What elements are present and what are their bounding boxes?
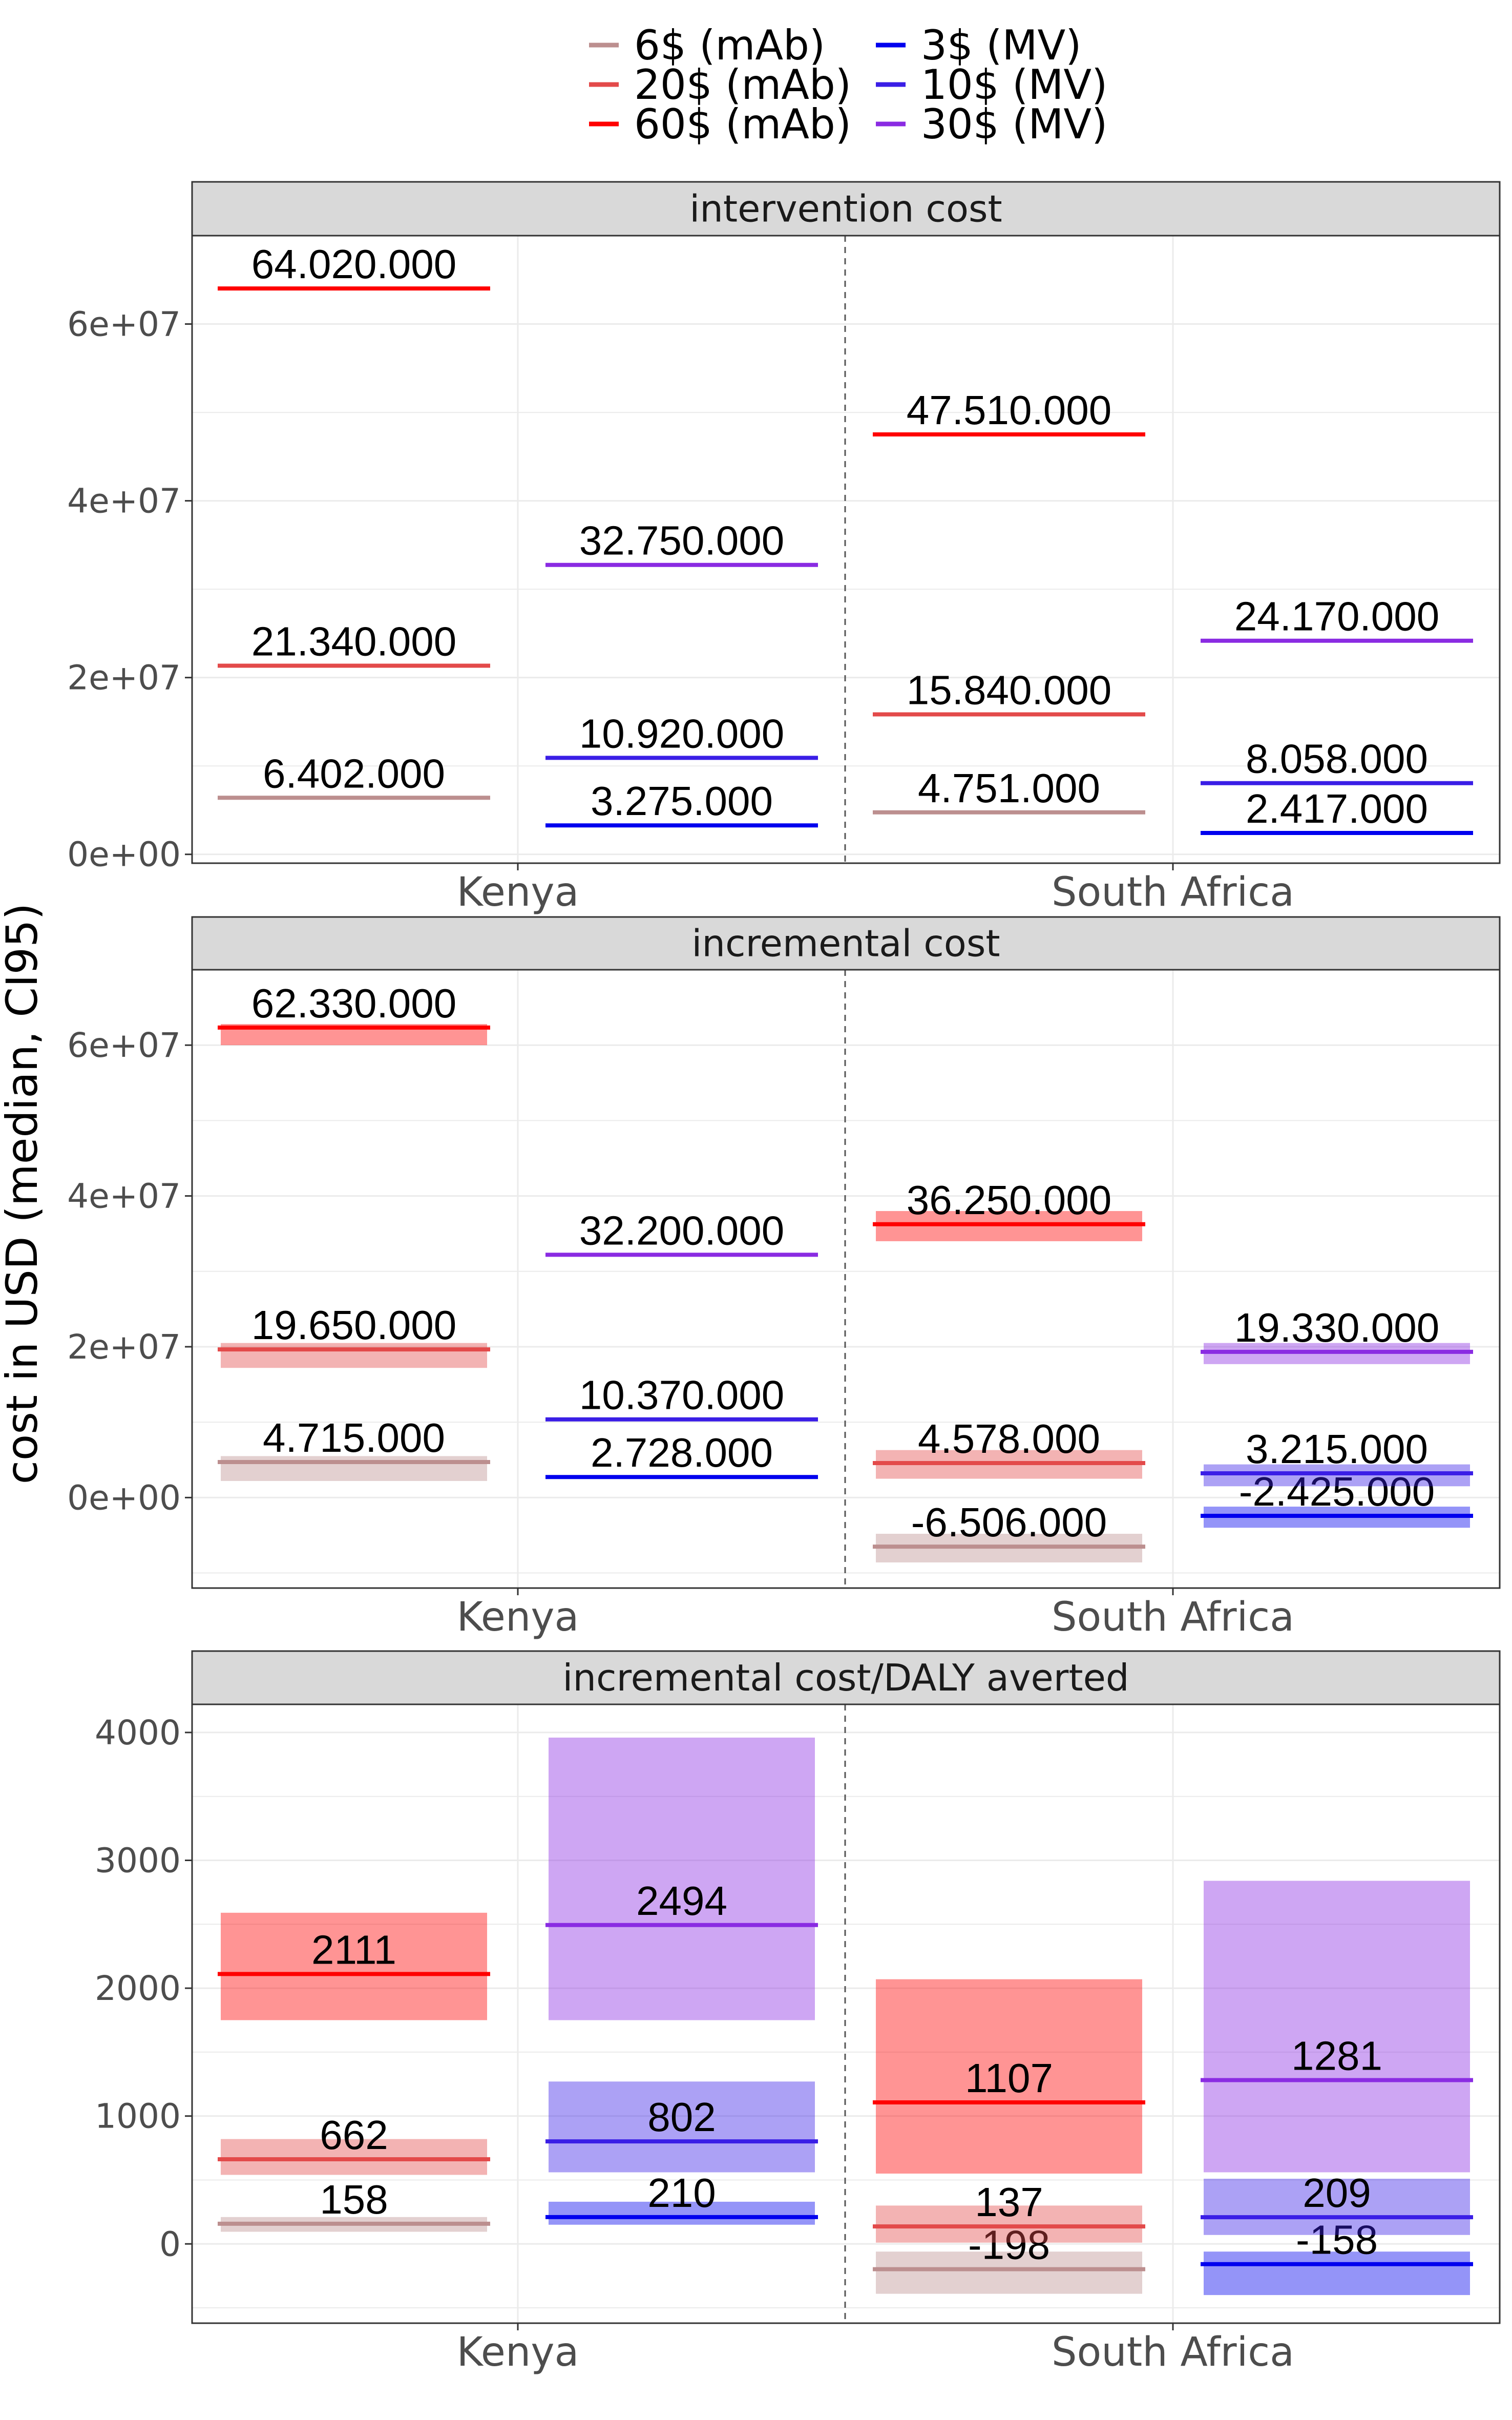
data-label: 2494 [636, 1878, 727, 1924]
y-tick-label: 3000 [95, 1841, 181, 1880]
data-label: 209 [1303, 2170, 1371, 2216]
data-label: 21.340.000 [251, 619, 456, 664]
data-label: 802 [647, 2094, 716, 2140]
legend-entry-label: 30$ (MV) [921, 100, 1107, 148]
y-tick-label: 4e+07 [67, 482, 181, 521]
ci-band [549, 2201, 815, 2225]
x-tick-label: Kenya [457, 2329, 579, 2375]
data-label: 32.750.000 [579, 518, 784, 564]
data-label: 1107 [965, 2055, 1053, 2101]
panel-border [191, 1703, 1501, 2324]
ci-band [876, 1979, 1142, 2174]
panel-title: intervention cost [689, 187, 1002, 231]
data-label: 62.330.000 [251, 980, 456, 1026]
y-tick-label: 4e+07 [67, 1177, 181, 1216]
y-tick-label: 0e+00 [67, 835, 181, 874]
legend-entry-label: 10$ (MV) [921, 61, 1107, 109]
y-tick-label: 6e+07 [67, 305, 181, 344]
y-tick-label: 2e+07 [67, 1327, 181, 1367]
data-label: 8.058.000 [1246, 736, 1428, 782]
data-label: -198 [968, 2222, 1050, 2268]
data-label: 24.170.000 [1234, 594, 1439, 639]
panel-strip [191, 916, 1501, 971]
legend-entry-label: 6$ (mAb) [634, 22, 825, 69]
data-label: 4.715.000 [263, 1415, 445, 1461]
ci-band [1204, 2178, 1470, 2235]
y-tick-label: 2e+07 [67, 658, 181, 698]
ci-band [221, 1343, 487, 1368]
data-label: 2111 [311, 1927, 396, 1972]
panel-strip [191, 181, 1501, 237]
data-label: -158 [1296, 2217, 1378, 2263]
panel-border [191, 235, 1501, 864]
legend: 6$ (mAb) 3$ (MV) 20$ (mAb) 10$ (MV) 60$ (mAb… [589, 22, 1107, 148]
data-label: 10.920.000 [579, 711, 784, 756]
data-label: 32.200.000 [579, 1207, 784, 1253]
panels: intervention cost 0e+00 2e+07 4e+07 6e+07 Ken… [67, 181, 1501, 2375]
data-label: 2.417.000 [1246, 786, 1428, 831]
data-label: 19.650.000 [251, 1302, 456, 1348]
legend-entry-label: 60$ (mAb) [634, 100, 851, 148]
panel-border [191, 969, 1501, 1589]
data-label: 4.751.000 [918, 765, 1100, 811]
ci-band [549, 1737, 815, 2020]
panel: incremental cost 0e+00 2e+07 4e+07 6e+07 Keny… [67, 916, 1501, 1640]
data-label: -2.425.000 [1239, 1469, 1435, 1514]
legend-entry-label: 3$ (MV) [921, 22, 1081, 69]
panel: intervention cost 0e+00 2e+07 4e+07 6e+07 Ken… [67, 181, 1501, 915]
data-label: 2.728.000 [591, 1430, 773, 1475]
data-label: 1281 [1291, 2033, 1382, 2079]
y-tick-label: 0e+00 [67, 1478, 181, 1517]
data-label: -6.506.000 [911, 1499, 1107, 1545]
x-tick-label: South Africa [1052, 869, 1294, 915]
y-tick-label: 0 [159, 2224, 181, 2264]
data-label: 15.840.000 [907, 667, 1111, 713]
data-label: 662 [320, 2112, 388, 2158]
y-tick-label: 2000 [95, 1969, 181, 2008]
data-label: 210 [647, 2170, 716, 2216]
ci-band [876, 2205, 1142, 2243]
ci-band [1204, 1881, 1470, 2173]
x-tick-label: Kenya [457, 869, 579, 915]
panel-strip [191, 1650, 1501, 1705]
y-tick-label: 1000 [95, 2097, 181, 2136]
data-label: 6.402.000 [263, 750, 445, 796]
data-label: 19.330.000 [1234, 1305, 1439, 1350]
data-label: 47.510.000 [907, 387, 1111, 433]
y-tick-label: 6e+07 [67, 1026, 181, 1065]
panel: incremental cost/DALY averted 0 1000 2000 30… [95, 1650, 1501, 2375]
x-tick-label: South Africa [1052, 1594, 1294, 1640]
data-label: 10.370.000 [579, 1372, 784, 1418]
data-label: 3.215.000 [1246, 1426, 1428, 1472]
ci-band [549, 2081, 815, 2173]
ci-band [221, 2139, 487, 2175]
data-label: 36.250.000 [907, 1177, 1111, 1223]
data-label: 3.275.000 [591, 778, 773, 824]
y-tick-label: 4000 [95, 1713, 181, 1753]
data-label: 158 [320, 2177, 388, 2222]
y-axis-label: cost in USD (median, CI95) [0, 903, 47, 1485]
data-label: 137 [975, 2179, 1043, 2225]
ci-band [221, 1912, 487, 2020]
panel-title: incremental cost/DALY averted [562, 1656, 1129, 1699]
panel-title: incremental cost [691, 922, 1000, 965]
x-tick-label: Kenya [457, 1594, 579, 1640]
data-label: 64.020.000 [251, 241, 456, 287]
ci-band [1204, 2251, 1470, 2296]
data-label: 4.578.000 [918, 1416, 1100, 1462]
x-tick-label: South Africa [1052, 2329, 1294, 2375]
ci-band [876, 2251, 1142, 2294]
legend-entry-label: 20$ (mAb) [634, 61, 851, 109]
